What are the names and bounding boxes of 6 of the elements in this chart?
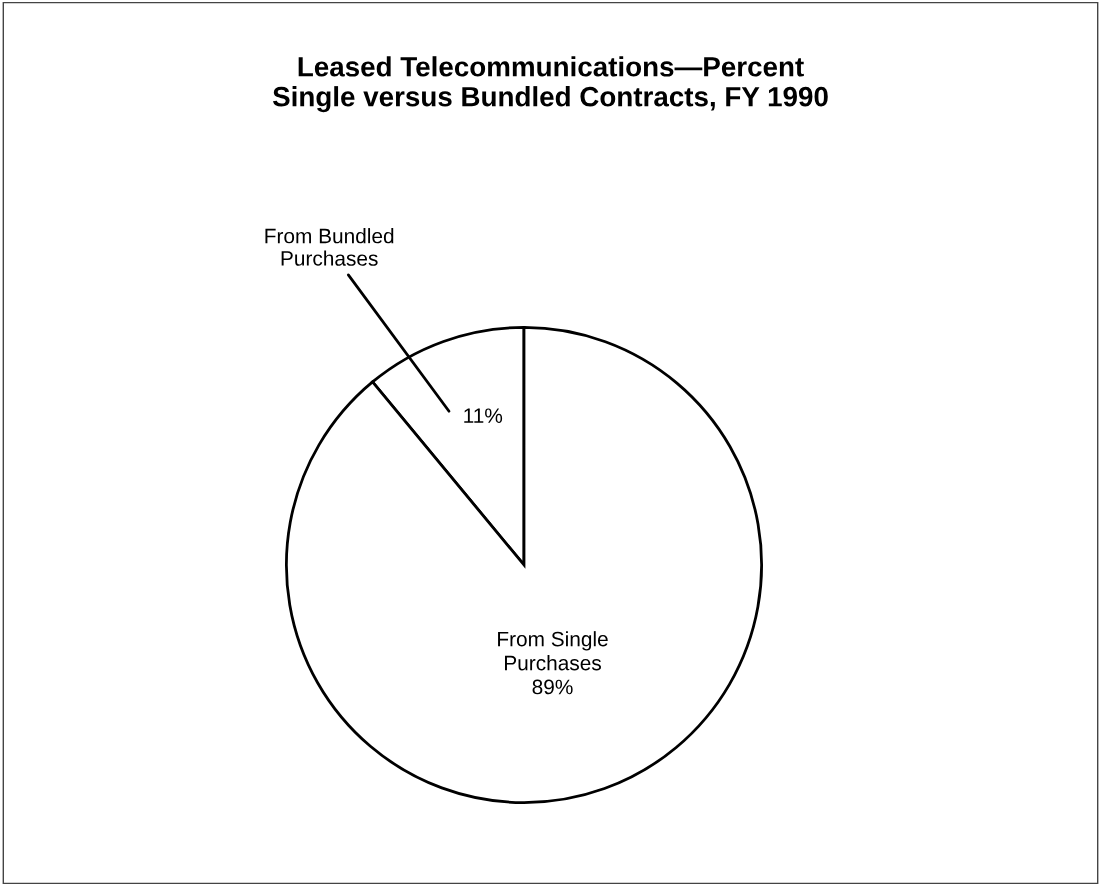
chart-title: Leased Telecommunications—Percent Single versus Bundled Contracts, FY 1990 <box>272 56 828 113</box>
slice-label: From Bundled Purchases <box>265 228 394 266</box>
slice-label: From Single Purchases <box>498 631 608 671</box>
data-label: 11% <box>464 408 503 423</box>
data-label: 89% <box>532 679 573 695</box>
pie-slice <box>285 326 763 804</box>
